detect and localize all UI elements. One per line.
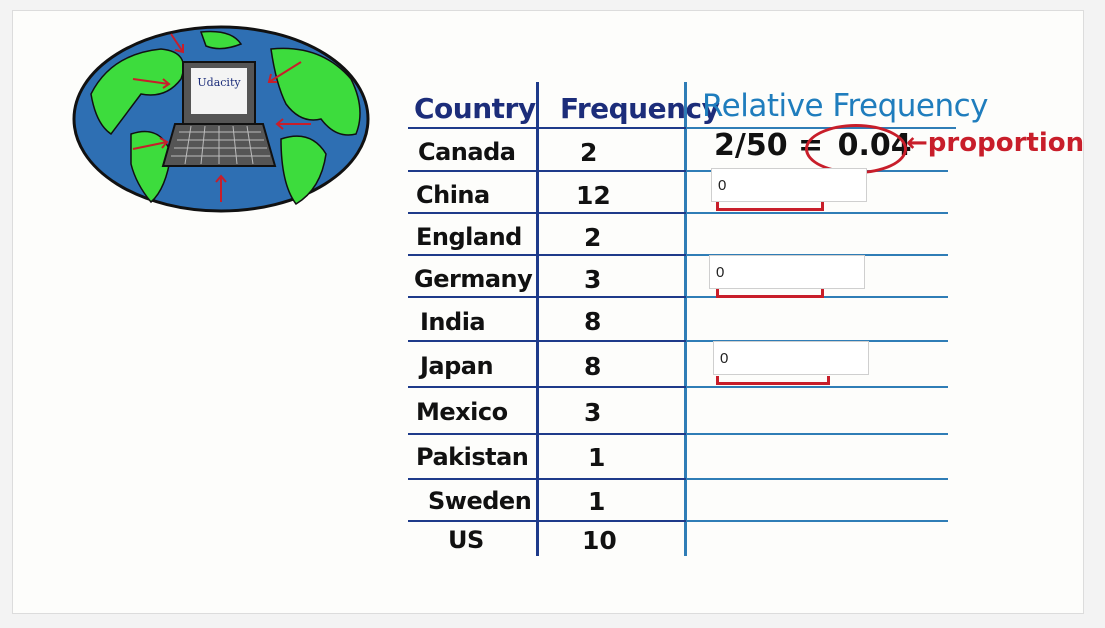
column-divider-1 — [536, 82, 539, 556]
row-line — [686, 386, 948, 388]
row-line — [686, 127, 956, 129]
row-line — [408, 386, 686, 388]
proportion-label: proportion — [927, 128, 1085, 158]
answer-bracket — [716, 289, 824, 298]
frequency-cell: 10 — [582, 526, 617, 555]
answer-bracket — [716, 376, 830, 385]
country-cell: Sweden — [428, 487, 532, 515]
frequency-cell: 1 — [588, 443, 606, 472]
country-cell: Canada — [418, 138, 516, 166]
frequency-cell: 8 — [584, 352, 602, 381]
row-line — [408, 254, 686, 256]
row-line — [408, 170, 686, 172]
germany-answer-input[interactable] — [709, 255, 865, 289]
frequency-cell: 2 — [580, 138, 598, 167]
china-answer-input[interactable] — [711, 168, 867, 202]
left-arrow-icon: ← — [906, 128, 928, 158]
frequency-cell: 3 — [584, 398, 602, 427]
row-line — [408, 212, 686, 214]
country-cell: US — [448, 526, 484, 554]
row-line — [408, 478, 686, 480]
result-circle — [805, 124, 907, 174]
row-line — [408, 296, 686, 298]
frequency-cell: 3 — [584, 265, 602, 294]
formula-text: 2/50 = — [714, 128, 824, 163]
row-line — [408, 127, 686, 129]
row-line — [408, 433, 686, 435]
row-line — [686, 520, 948, 522]
frequency-cell: 12 — [576, 181, 611, 210]
country-cell: Japan — [420, 352, 494, 380]
row-line — [686, 433, 948, 435]
proportion-note: ←proportion — [906, 128, 1084, 158]
country-cell: China — [416, 181, 490, 209]
country-cell: Mexico — [416, 398, 508, 426]
row-line — [408, 340, 686, 342]
country-cell: India — [420, 308, 486, 336]
laptop-screen-text: Udacity — [197, 76, 241, 89]
frequency-cell: 8 — [584, 307, 602, 336]
country-cell: England — [416, 223, 522, 251]
frequency-cell: 1 — [588, 487, 606, 516]
row-line — [408, 520, 686, 522]
answer-bracket — [716, 202, 824, 211]
japan-answer-input[interactable] — [713, 341, 869, 375]
header-country: Country — [414, 92, 536, 125]
frequency-cell: 2 — [584, 223, 602, 252]
country-cell: Pakistan — [416, 443, 529, 471]
header-relative-frequency: Relative Frequency — [702, 88, 989, 124]
row-line — [686, 212, 948, 214]
globe-laptop-illustration: Udacity — [72, 25, 370, 213]
header-frequency: Frequency — [560, 92, 720, 125]
column-divider-2 — [684, 82, 687, 556]
country-cell: Germany — [414, 265, 533, 293]
row-line — [686, 478, 948, 480]
